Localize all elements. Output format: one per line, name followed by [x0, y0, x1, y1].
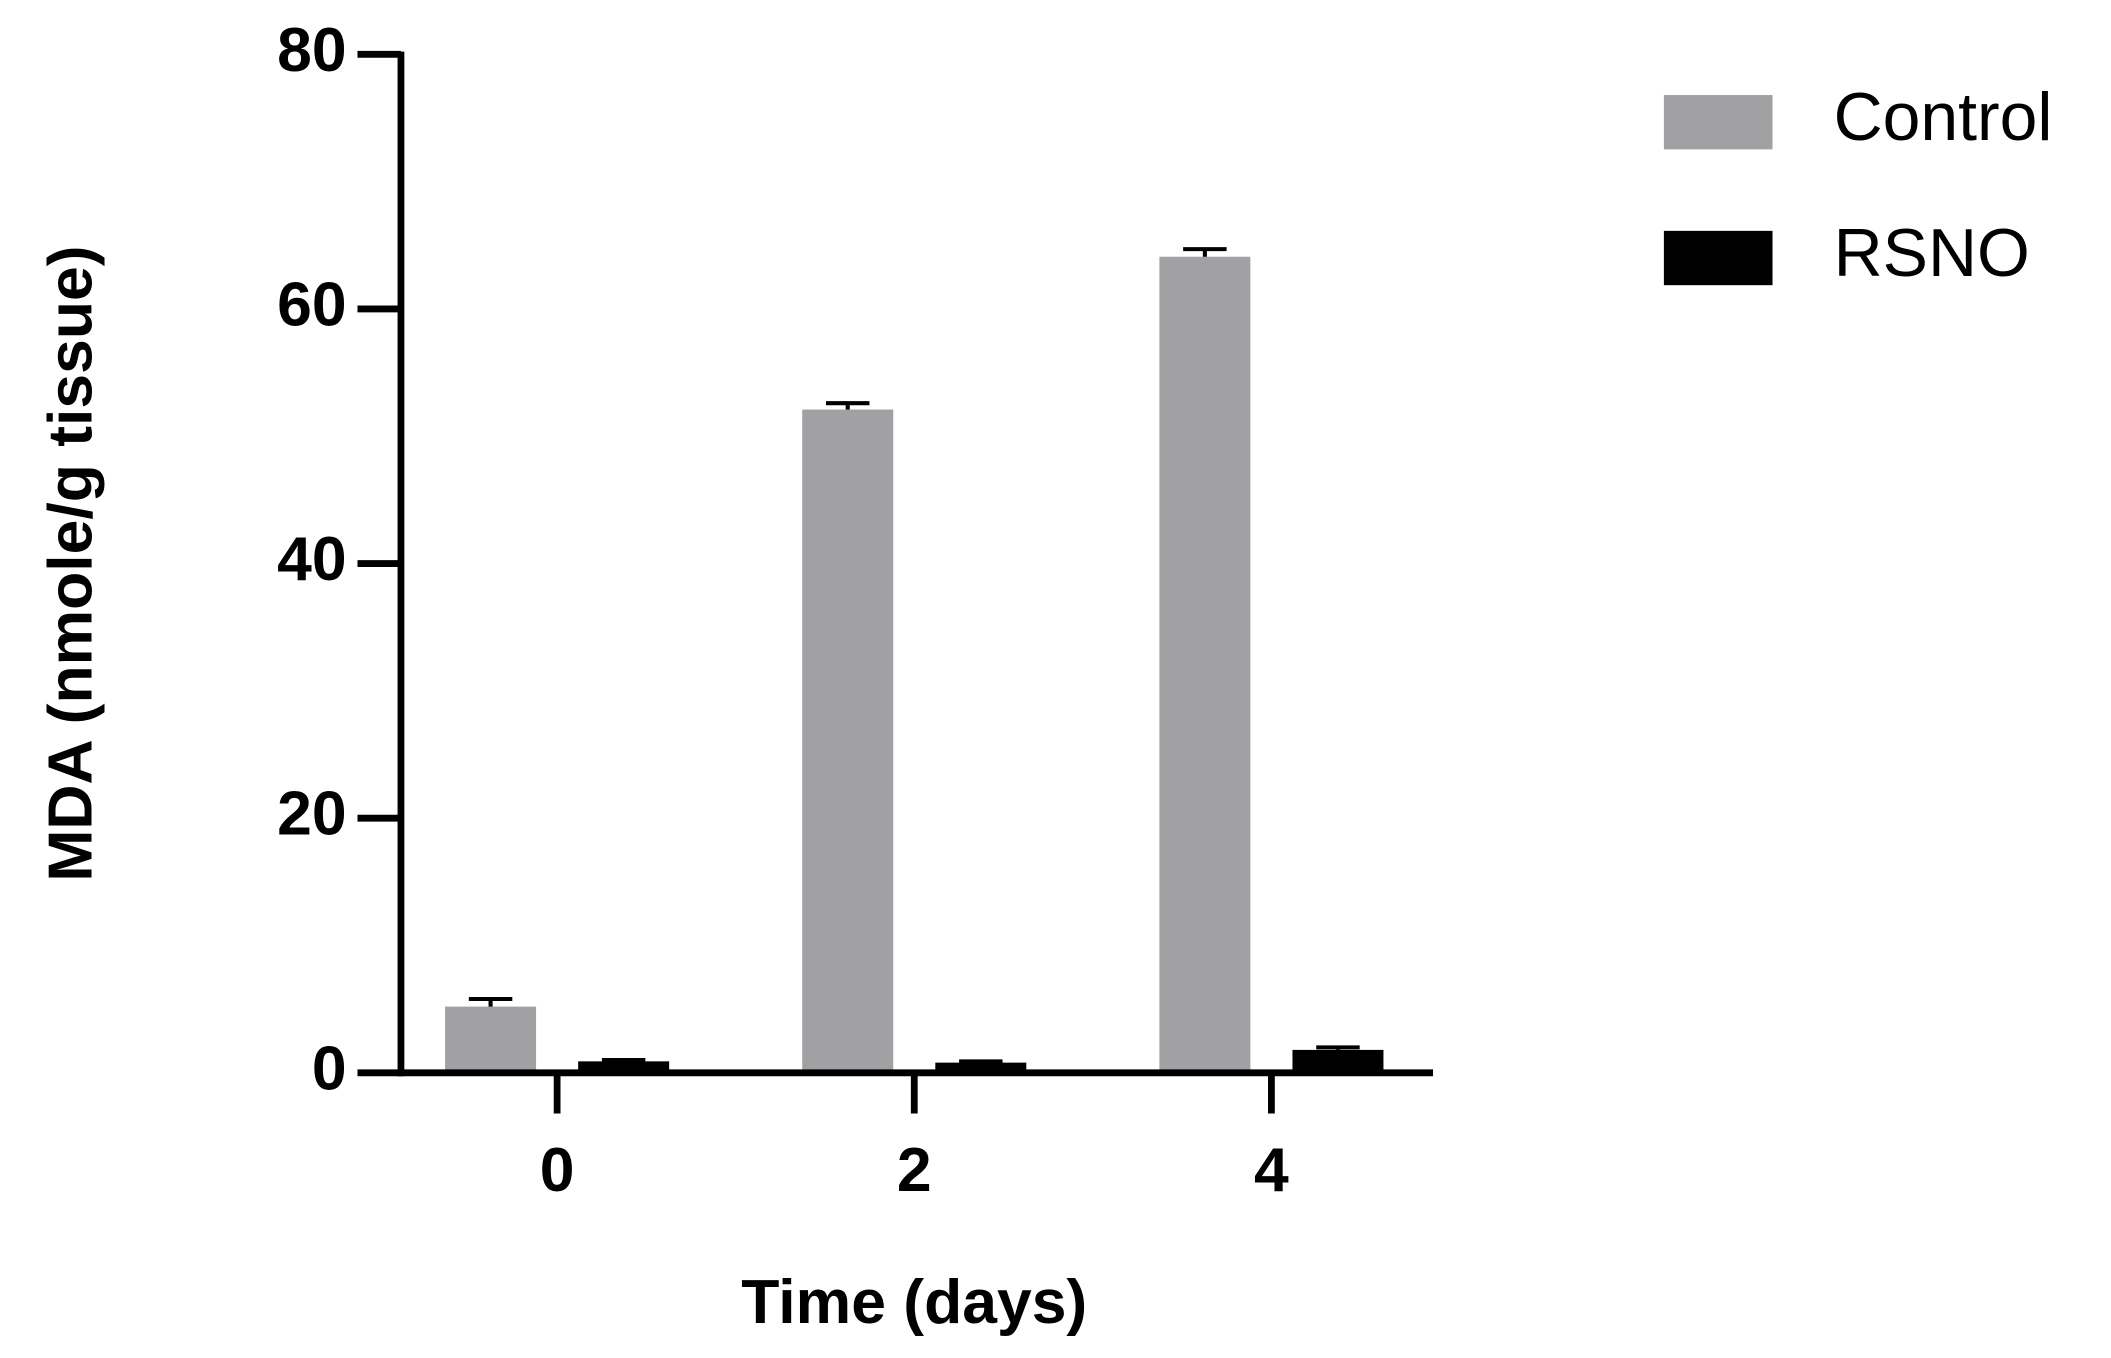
y-axis-label: MDA (nmole/g tissue): [36, 246, 106, 882]
x-axis-label: Time (days): [741, 1267, 1087, 1337]
legend-label: RSNO: [1834, 216, 2030, 291]
legend-label: Control: [1834, 80, 2053, 155]
bar: [1159, 256, 1251, 1073]
y-tick-label: 40: [277, 524, 346, 594]
y-tick-label: 0: [312, 1033, 347, 1103]
bar: [1292, 1049, 1384, 1073]
error-bar: [825, 401, 870, 410]
bar: [802, 409, 894, 1073]
x-tick-label: 2: [897, 1135, 932, 1205]
legend-swatch: [1663, 95, 1773, 150]
bar: [445, 1006, 537, 1073]
error-bar: [601, 1058, 646, 1063]
y-tick-label: 60: [277, 269, 346, 339]
y-tick-label: 80: [277, 15, 346, 85]
error-bar: [468, 996, 513, 1007]
error-bar: [1316, 1045, 1360, 1050]
error-bar: [959, 1059, 1003, 1064]
bar: [935, 1062, 1027, 1073]
legend-swatch: [1663, 230, 1773, 286]
bar: [578, 1061, 670, 1073]
x-tick-label: 0: [540, 1135, 575, 1205]
y-tick-label: 20: [277, 779, 346, 849]
x-tick-label: 4: [1254, 1135, 1289, 1205]
error-bar: [1183, 247, 1227, 257]
